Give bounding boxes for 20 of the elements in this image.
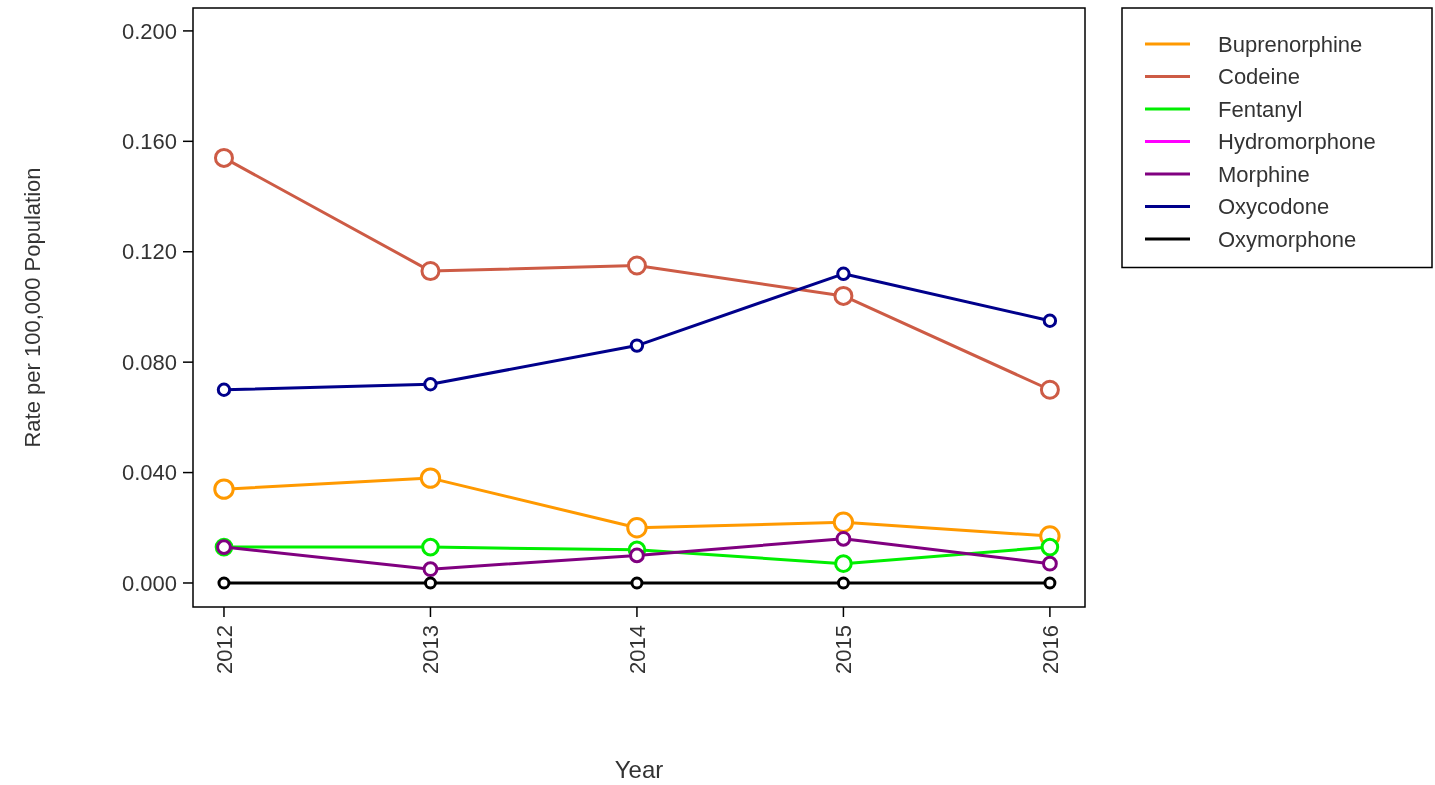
y-tick-label: 0.000 xyxy=(121,570,177,596)
legend-label: Oxycodone xyxy=(1218,194,1330,220)
y-tick-label: 0.160 xyxy=(121,129,177,155)
legend-label: Hydromorphone xyxy=(1218,129,1376,155)
y-tick-label: 0.040 xyxy=(121,460,177,486)
y-tick-label: 0.200 xyxy=(121,18,177,44)
y-tick-label: 0.120 xyxy=(121,239,177,265)
x-tick-label: 2015 xyxy=(831,625,857,674)
y-tick-label: 0.080 xyxy=(121,349,177,375)
y-axis-title: Rate per 100,000 Population xyxy=(20,167,45,448)
x-axis-title: Year xyxy=(614,756,664,783)
legend-label: Morphine xyxy=(1218,161,1310,187)
x-tick-label: 2012 xyxy=(211,625,237,674)
x-tick-label: 2014 xyxy=(624,625,650,674)
legend-label: Buprenorphine xyxy=(1218,31,1363,57)
legend-label: Codeine xyxy=(1218,64,1300,90)
x-tick-label: 2013 xyxy=(418,625,444,674)
x-tick-label: 2016 xyxy=(1037,625,1063,674)
legend-label: Oxymorphone xyxy=(1218,226,1357,252)
legend-label: Fentanyl xyxy=(1218,96,1303,122)
